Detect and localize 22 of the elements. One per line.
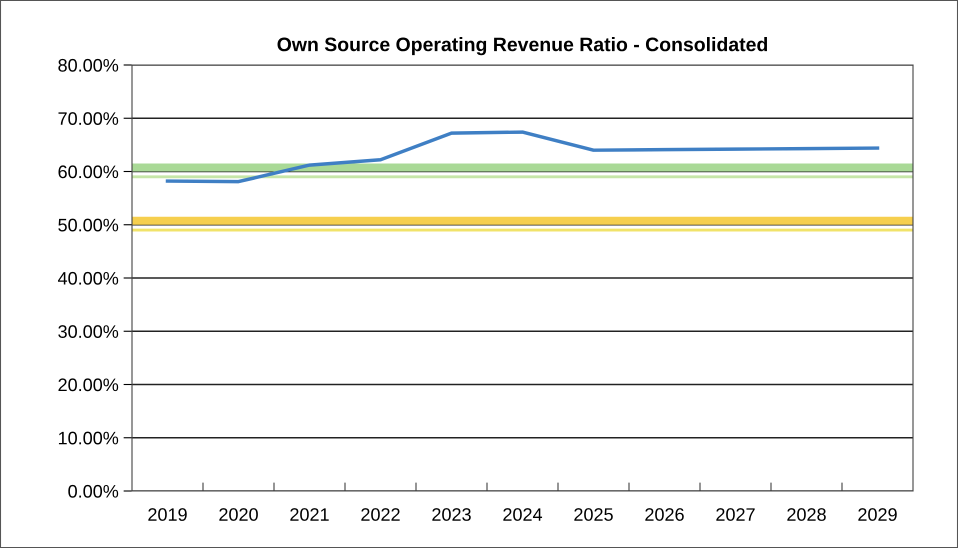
x-tick-label: 2021: [290, 508, 329, 521]
x-tick-label: 2027: [716, 508, 755, 521]
x-tick-label: 2026: [645, 508, 684, 521]
y-tick-label: 40.00%: [58, 272, 118, 285]
x-tick-label: 2022: [361, 508, 400, 521]
x-tick-label: 2029: [858, 508, 897, 521]
y-tick-label: 20.00%: [58, 378, 118, 392]
x-tick-label: 2023: [432, 508, 471, 521]
x-tick-label: 2024: [503, 508, 542, 521]
line-series: [166, 130, 880, 184]
x-tick-label: 2019: [148, 508, 187, 521]
x-tick-label: 2028: [787, 508, 826, 521]
y-tick-label: 60.00%: [58, 165, 118, 178]
y-tick-label: 10.00%: [58, 432, 118, 444]
y-tick-label: 0.00%: [68, 484, 118, 498]
y-tick-label: 50.00%: [58, 218, 118, 232]
x-tick-label: 2025: [574, 508, 613, 521]
y-tick-label: 70.00%: [58, 112, 118, 125]
chart-title: Own Source Operating Revenue Ratio - Consolidated: [278, 37, 768, 56]
x-tick-label: 2020: [219, 508, 258, 521]
y-tick-label: 30.00%: [58, 325, 118, 338]
y-tick-label: 80.00%: [58, 58, 118, 72]
